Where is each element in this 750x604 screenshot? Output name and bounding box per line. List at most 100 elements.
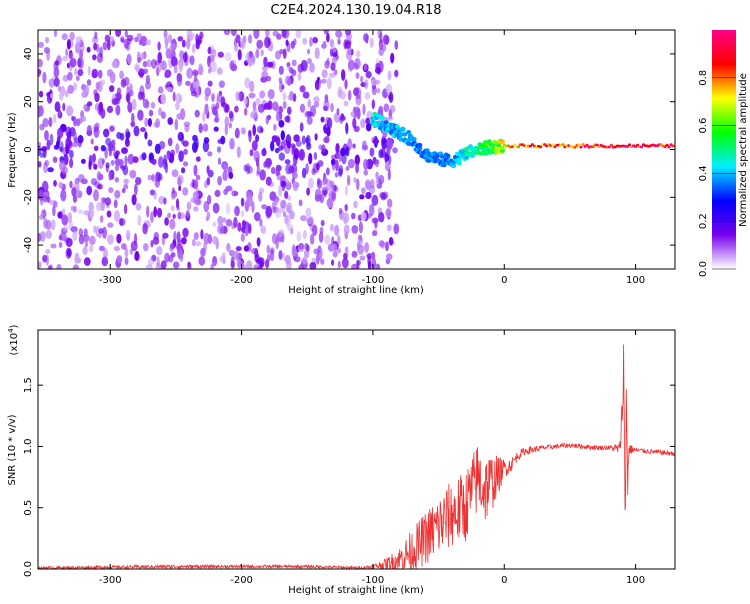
colorbar-tick-label: 0.2: [698, 213, 709, 229]
heatmap-cell: [207, 68, 212, 74]
heatmap-cell: [530, 143, 535, 146]
x-tick-label: 0: [501, 575, 507, 586]
heatmap-cell: [192, 191, 200, 200]
heatmap-cell: [114, 164, 120, 172]
heatmap-cell: [256, 237, 261, 247]
heatmap-cell: [369, 37, 374, 48]
heatmap-cell: [225, 202, 231, 215]
heatmap-cell: [386, 138, 394, 150]
heatmap-cell: [115, 150, 120, 156]
heatmap-cell: [162, 232, 169, 239]
heatmap-cell: [77, 174, 85, 183]
heatmap-cell: [494, 150, 500, 155]
heatmap-cell: [53, 113, 57, 124]
x-tick-label: 100: [626, 575, 645, 586]
heatmap-cell: [259, 169, 266, 181]
heatmap-cell: [213, 126, 219, 132]
y-tick-label: 0.0: [23, 561, 34, 577]
heatmap-cell: [134, 36, 140, 43]
heatmap-cell: [172, 91, 176, 102]
heatmap-cell: [355, 72, 360, 79]
heatmap-cell: [231, 189, 235, 197]
heatmap-cell: [115, 104, 121, 116]
heatmap-cell: [260, 127, 264, 133]
heatmap-cell: [354, 154, 360, 166]
heatmap-cell: [496, 143, 502, 148]
heatmap-cell: [204, 87, 212, 97]
heatmap-cell: [107, 234, 114, 245]
heatmap-cell: [313, 96, 320, 103]
heatmap-cell: [417, 142, 423, 148]
heatmap-cell: [441, 161, 447, 166]
heatmap-cell: [388, 236, 394, 246]
heatmap-cell: [71, 115, 75, 121]
heatmap-cell: [192, 179, 199, 190]
heatmap-cell: [235, 246, 242, 252]
heatmap-cell: [130, 240, 138, 252]
heatmap-cell: [356, 259, 360, 269]
heatmap-cell: [284, 159, 291, 165]
x-tick-label: 100: [626, 275, 645, 286]
heatmap-cell: [60, 189, 67, 202]
heatmap-cell: [297, 72, 302, 81]
heatmap-cell: [41, 180, 49, 193]
heatmap-cell: [353, 125, 360, 133]
heatmap-cell: [204, 103, 209, 115]
heatmap-cell: [364, 92, 371, 100]
heatmap-cell: [73, 131, 77, 142]
heatmap-cell: [344, 204, 348, 212]
heatmap-cell: [282, 101, 287, 109]
heatmap-cell: [585, 143, 589, 147]
heatmap-cell: [54, 60, 60, 66]
heatmap-cell: [359, 194, 365, 200]
heatmap-cell: [189, 55, 195, 66]
heatmap-cell: [318, 79, 322, 85]
heatmap-cell: [150, 101, 156, 109]
heatmap-cell: [273, 123, 277, 131]
heatmap-cell: [378, 149, 384, 159]
heatmap-cell: [47, 167, 54, 173]
heatmap-cell: [320, 219, 325, 227]
heatmap-cell: [93, 42, 98, 51]
heatmap-cell: [445, 153, 451, 159]
heatmap-cell: [207, 55, 211, 68]
heatmap-cell: [157, 86, 164, 94]
heatmap-cell: [167, 212, 172, 219]
heatmap-cell: [398, 132, 404, 137]
heatmap-cell: [172, 261, 180, 269]
heatmap-cell: [579, 145, 583, 149]
heatmap-cell: [174, 118, 179, 131]
heatmap-cell: [78, 117, 83, 124]
heatmap-cell: [346, 174, 351, 186]
heatmap-cell: [275, 169, 280, 176]
heatmap-cell: [113, 245, 120, 252]
heatmap-cell: [177, 36, 184, 42]
heatmap-cell: [129, 169, 137, 179]
heatmap-cell: [170, 252, 176, 258]
heatmap-cell: [79, 49, 84, 59]
heatmap-cell: [153, 231, 159, 241]
heatmap-cell: [393, 223, 400, 235]
heatmap-cell: [279, 49, 285, 55]
heatmap-cell: [255, 258, 262, 264]
snr-multiplier-exp: 4: [7, 328, 15, 333]
heatmap-cell: [292, 93, 297, 102]
heatmap-cell: [234, 44, 239, 52]
heatmap-cell: [77, 137, 83, 148]
heatmap-cell: [93, 163, 98, 170]
heatmap-cell: [313, 248, 320, 255]
heatmap-cell: [99, 46, 103, 58]
heatmap-cell: [338, 164, 344, 176]
heatmap-cell: [248, 34, 253, 44]
heatmap-cell: [292, 171, 298, 179]
heatmap-cell: [331, 158, 337, 164]
heatmap-cell: [356, 240, 361, 250]
heatmap-cell: [137, 109, 144, 121]
heatmap-cell: [282, 48, 287, 59]
heatmap-cell: [383, 103, 390, 113]
heatmap-cell: [157, 51, 162, 64]
heatmap-cell: [329, 223, 334, 232]
heatmap-cell: [124, 128, 130, 140]
heatmap-cell: [253, 212, 261, 222]
